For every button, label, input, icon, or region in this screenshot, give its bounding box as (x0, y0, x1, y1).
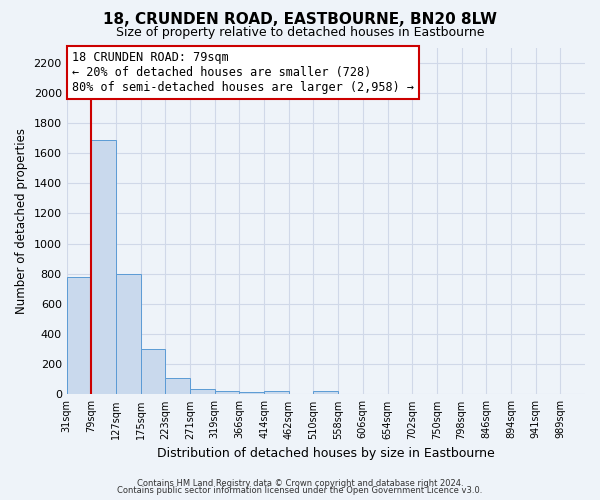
X-axis label: Distribution of detached houses by size in Eastbourne: Distribution of detached houses by size … (157, 447, 495, 460)
Bar (264, 392, 289, 394)
Bar (166, 378, 190, 394)
Bar (190, 389, 215, 394)
Text: Contains public sector information licensed under the Open Government Licence v3: Contains public sector information licen… (118, 486, 482, 495)
Bar (91, 140, 116, 394)
Bar (67, 277, 91, 394)
Text: 18, CRUNDEN ROAD, EASTBOURNE, BN20 8LW: 18, CRUNDEN ROAD, EASTBOURNE, BN20 8LW (103, 12, 497, 28)
Bar (215, 390, 239, 394)
Text: Contains HM Land Registry data © Crown copyright and database right 2024.: Contains HM Land Registry data © Crown c… (137, 478, 463, 488)
Text: Size of property relative to detached houses in Eastbourne: Size of property relative to detached ho… (116, 26, 484, 39)
Y-axis label: Number of detached properties: Number of detached properties (15, 128, 28, 314)
Bar (239, 392, 264, 394)
Bar (141, 349, 166, 395)
Text: 18 CRUNDEN ROAD: 79sqm
← 20% of detached houses are smaller (728)
80% of semi-de: 18 CRUNDEN ROAD: 79sqm ← 20% of detached… (72, 51, 414, 94)
Bar (313, 390, 338, 394)
Bar (116, 274, 141, 394)
